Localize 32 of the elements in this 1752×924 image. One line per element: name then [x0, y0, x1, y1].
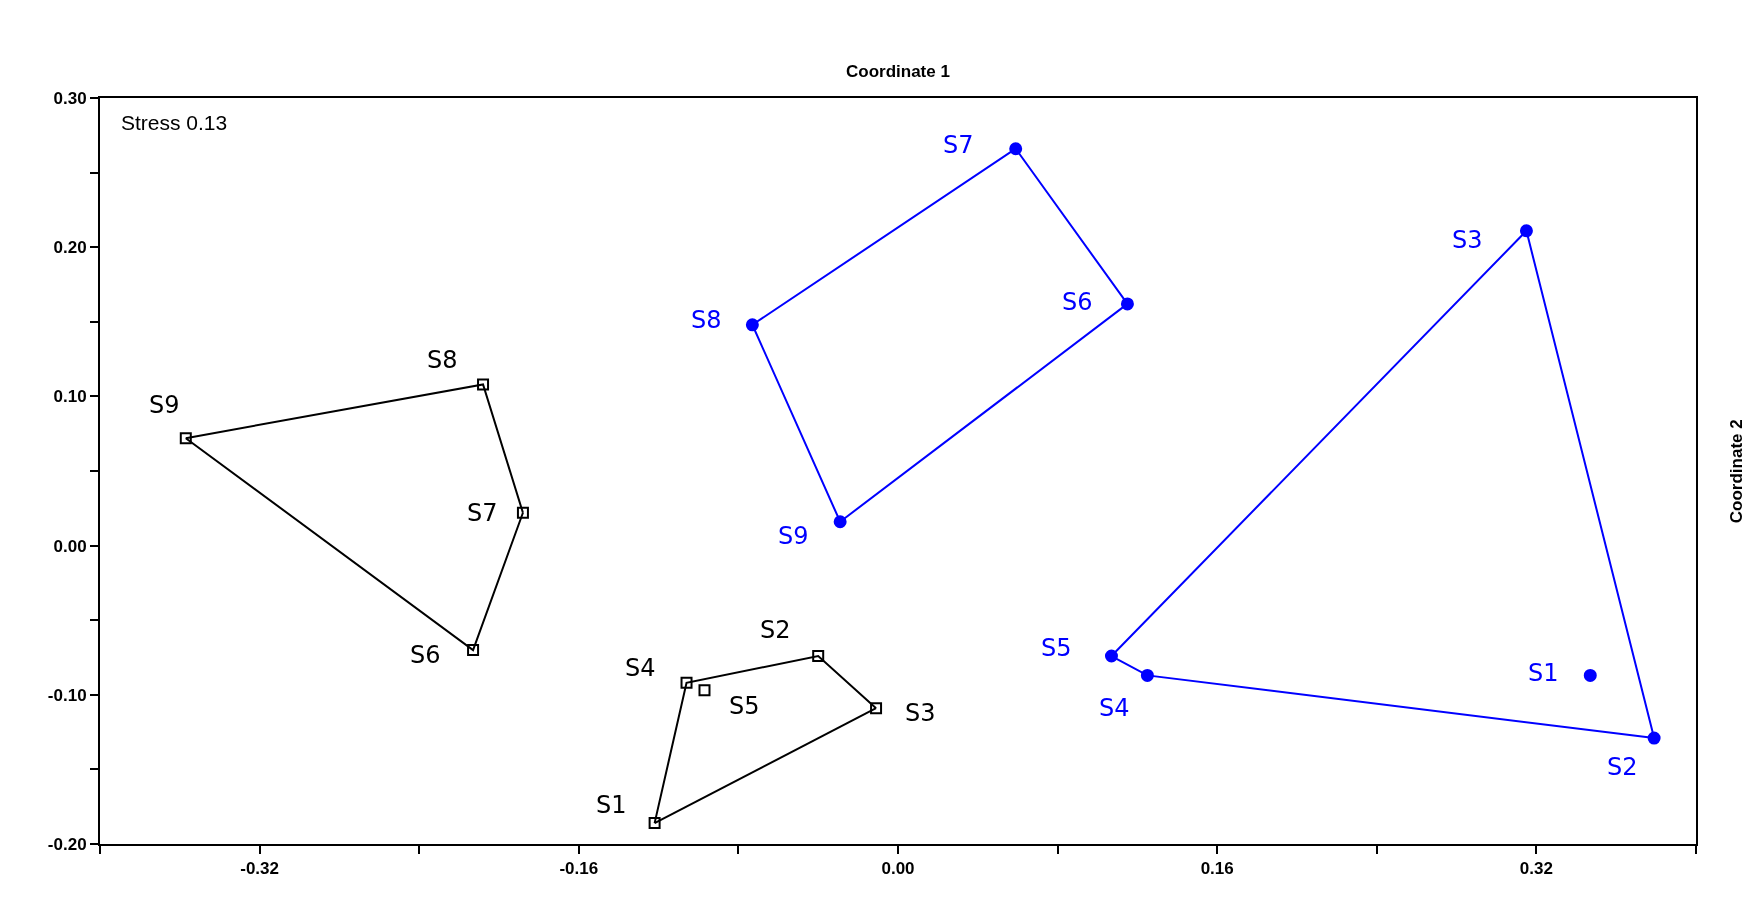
annotation: S4	[625, 654, 656, 682]
annotation: S8	[427, 346, 458, 374]
annotation: S1	[596, 791, 627, 819]
annotation: S8	[691, 306, 722, 334]
annotation: S5	[729, 692, 760, 720]
annotation: S9	[149, 391, 180, 419]
annotation: S9	[778, 522, 809, 550]
y-tick-label: 0.30	[53, 88, 87, 108]
y-axis-title: Coordinate 2	[1727, 419, 1747, 524]
annotation: S4	[1099, 694, 1130, 722]
annotation: S2	[1607, 753, 1638, 781]
y-tick-label: 0.20	[53, 238, 87, 258]
x-tick-label: -0.32	[240, 859, 279, 879]
annotation: S6	[1062, 288, 1093, 316]
x-axis-title: Coordinate 1	[846, 62, 950, 81]
annotation: S5	[1041, 634, 1072, 662]
annotation: S7	[943, 131, 974, 159]
y-tick-label: -0.10	[47, 685, 87, 705]
annotation: S3	[905, 699, 936, 727]
y-tick-label: 0.10	[53, 387, 87, 407]
annotation: S2	[760, 616, 791, 644]
annotation: Stress 0.13	[121, 111, 228, 134]
annotation: S6	[410, 641, 441, 669]
x-tick-label: 0.16	[1200, 859, 1234, 879]
x-tick-label: 0.00	[881, 859, 915, 879]
annotation: S3	[1452, 226, 1483, 254]
x-tick-label: -0.16	[559, 859, 599, 879]
x-tick-label: 0.32	[1519, 859, 1553, 879]
y-tick-label: -0.20	[47, 834, 87, 854]
annotation: S7	[467, 499, 498, 527]
annotation: S1	[1528, 659, 1559, 687]
y-tick-label: 0.00	[53, 536, 87, 556]
